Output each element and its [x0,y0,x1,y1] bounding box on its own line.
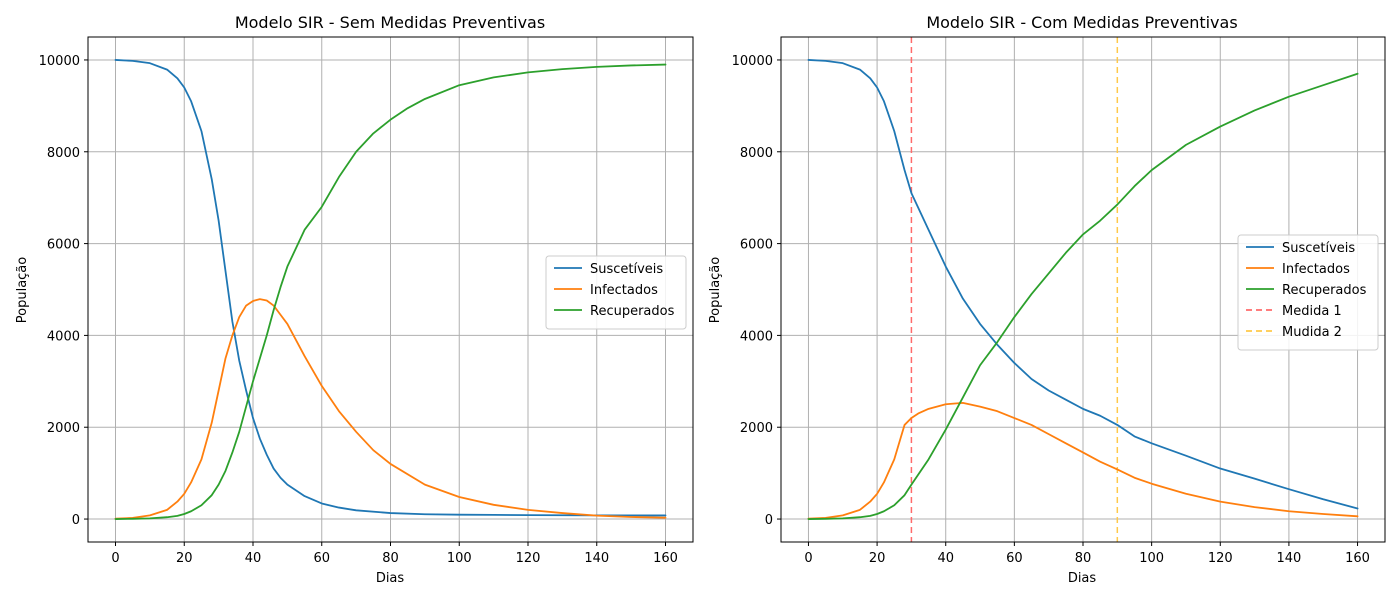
y-tick-label: 2000 [740,421,773,436]
x-tick-label: 140 [1276,551,1301,566]
x-tick-label: 20 [176,551,193,566]
series-line-recovered [807,72,1359,520]
x-axis-label: Dias [376,571,405,586]
legend: Suscetíveis Infectados Recuperados Medida 1… [1237,234,1379,351]
x-tick-label: 60 [313,551,330,566]
chart-title: Modelo SIR - Sem Medidas Preventivas [235,13,545,32]
y-tick-label: 6000 [740,238,773,253]
legend-label: Infectados [590,283,658,298]
chart-title: Modelo SIR - Com Medidas Preventivas [926,13,1237,32]
y-tick-label: 6000 [47,238,80,253]
legend-label: Infectados [1282,262,1350,277]
y-tick-label: 10000 [39,54,80,69]
x-tick-label: 20 [869,551,886,566]
y-axis-label: População [708,257,723,324]
x-tick-label: 80 [382,551,399,566]
y-tick-label: 4000 [47,329,80,344]
x-tick-label: 80 [1075,551,1092,566]
series-line-susceptible [114,59,667,517]
legend-label: Medida 1 [1282,304,1342,319]
legend-label: Mudida 2 [1282,325,1342,340]
legend-label: Suscetíveis [590,262,663,277]
chart-panel-without-measures: Modelo SIR - Sem Medidas Preventivas Dia… [15,13,694,586]
y-tick-label: 8000 [740,146,773,161]
legend-box [1237,234,1379,351]
legend-label: Recuperados [590,304,675,319]
y-tick-label: 2000 [47,421,80,436]
x-axis-label: Dias [1068,571,1097,586]
legend: Suscetíveis Infectados Recuperados [545,255,687,330]
y-tick-label: 4000 [740,329,773,344]
x-tick-label: 120 [516,551,541,566]
legend-label: Suscetíveis [1282,241,1355,256]
x-tick-label: 140 [584,551,609,566]
series-line-infected [114,298,667,520]
x-tick-label: 100 [447,551,472,566]
x-tick-label: 100 [1139,551,1164,566]
y-tick-label: 0 [765,513,773,528]
y-tick-label: 0 [72,513,80,528]
x-tick-label: 0 [804,551,812,566]
series-line-recovered [114,63,667,520]
series-line-susceptible [807,59,1359,510]
y-tick-label: 8000 [47,146,80,161]
x-tick-label: 40 [937,551,954,566]
x-tick-label: 0 [111,551,119,566]
chart-panel-with-measures: Modelo SIR - Com Medidas Preventivas Dia… [708,13,1386,586]
x-tick-label: 120 [1208,551,1233,566]
grid [88,37,693,542]
y-axis-label: População [15,257,30,324]
series-line-infected [807,402,1359,520]
x-tick-label: 160 [1345,551,1370,566]
y-tick-label: 10000 [732,54,773,69]
legend-label: Recuperados [1282,283,1367,298]
x-tick-label: 40 [245,551,262,566]
x-tick-label: 160 [653,551,678,566]
x-tick-label: 60 [1006,551,1023,566]
